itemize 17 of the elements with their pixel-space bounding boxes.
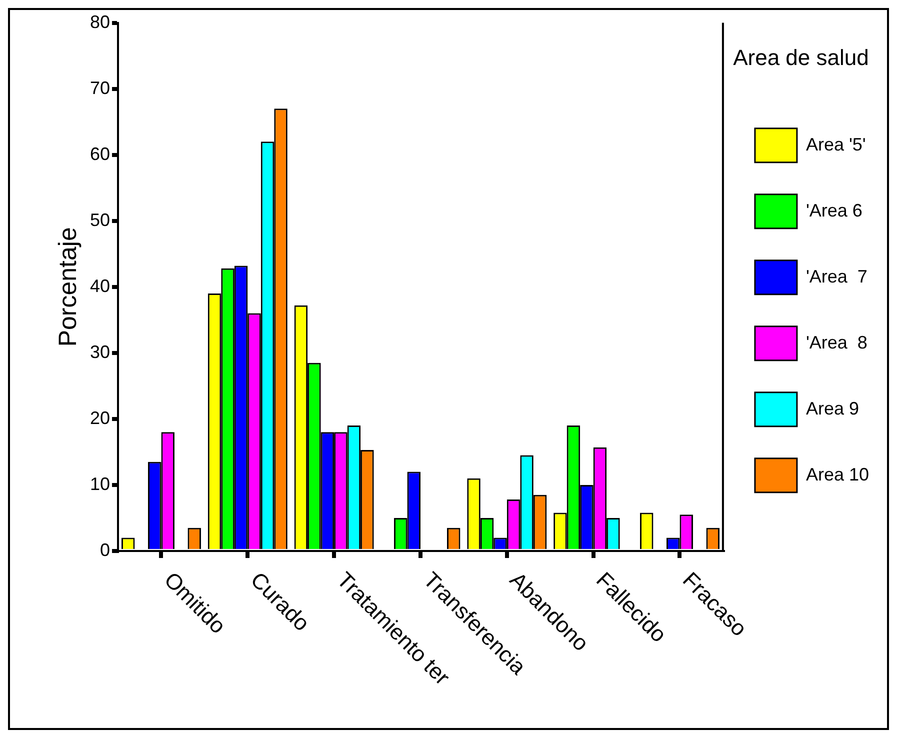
y-tick-label: 50 bbox=[90, 210, 110, 230]
y-tick-label: 20 bbox=[90, 408, 110, 428]
y-tick-label: 0 bbox=[100, 540, 110, 560]
y-tick-label: 80 bbox=[90, 12, 110, 32]
y-tick-label: 70 bbox=[90, 78, 110, 98]
legend-label: 'Area 6 bbox=[806, 200, 862, 220]
legend-label: Area '5' bbox=[806, 134, 866, 154]
legend-label: Area 9 bbox=[806, 398, 860, 418]
legend-label: Area 10 bbox=[806, 464, 870, 484]
y-tick-label: 10 bbox=[90, 474, 110, 494]
legend-title: Area de salud bbox=[733, 45, 869, 70]
legend-label: 'Area 8 bbox=[806, 332, 868, 352]
legend-label: 'Area 7 bbox=[806, 266, 868, 286]
y-tick-label: 40 bbox=[90, 276, 110, 296]
y-axis-title: Porcentaje bbox=[54, 227, 82, 347]
y-tick-label: 60 bbox=[90, 144, 110, 164]
y-tick-label: 30 bbox=[90, 342, 110, 362]
